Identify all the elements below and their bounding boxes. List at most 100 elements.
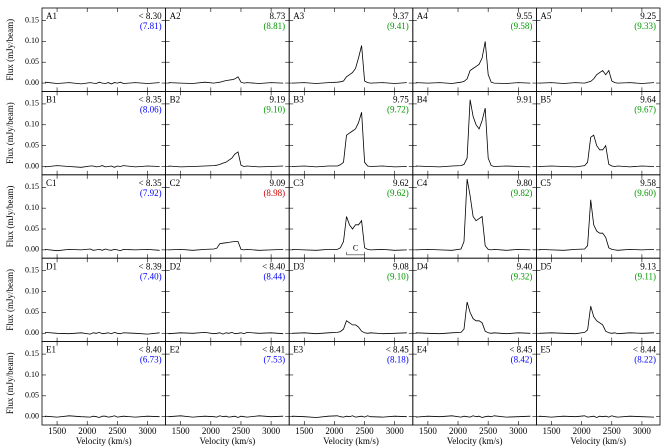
spectrum-line [168, 241, 284, 251]
y-tick-label: 0.00 [25, 411, 39, 420]
spectrum-line [168, 415, 284, 418]
panel-title: E4 [417, 345, 427, 355]
x-tick-label: 2500 [603, 426, 622, 436]
panel-title: B4 [417, 94, 428, 104]
y-tick-label: 0.15 [25, 99, 39, 108]
y-tick-label: 0.15 [25, 349, 39, 358]
panel-value: < 8.30 [139, 11, 163, 21]
panel-subvalue: (8.18) [387, 355, 409, 365]
panel-value: 9.75 [393, 94, 409, 104]
panel-value: 9.37 [393, 11, 409, 21]
spectrum-line [415, 178, 531, 251]
spectrum-line [539, 415, 655, 418]
y-axis-label: Flux (mJy/beam) [5, 352, 15, 414]
panel-title: D3 [293, 261, 304, 271]
panel-title: E2 [170, 345, 180, 355]
panel-subvalue: (9.33) [634, 21, 656, 31]
panel-title: C2 [170, 178, 181, 188]
y-tick-label: 0.00 [25, 328, 39, 337]
spectrum-line [292, 320, 407, 335]
panel-value: < 8.45 [386, 345, 410, 355]
x-axis-label: Velocity (km/s) [570, 436, 626, 446]
panel-subvalue: (9.72) [387, 104, 409, 114]
panel-subvalue: (9.67) [634, 104, 656, 114]
y-tick-label: 0.00 [25, 78, 39, 87]
spectrum-line [415, 415, 531, 418]
x-tick-label: 3000 [633, 426, 652, 436]
panel-value: < 8.45 [509, 345, 533, 355]
panel-subvalue: (7.53) [263, 355, 285, 365]
panel-subvalue: (8.42) [511, 355, 533, 365]
spectrum-line [539, 69, 655, 84]
panel-title: E3 [293, 345, 303, 355]
y-tick-label: 0.05 [25, 140, 39, 149]
panel-subvalue: (8.98) [263, 188, 285, 198]
spectrum-line [415, 301, 531, 335]
x-tick-label: 1500 [542, 426, 561, 436]
panel-title: D1 [46, 261, 57, 271]
panel-subvalue: (7.40) [140, 271, 162, 281]
panel-title: C5 [540, 178, 551, 188]
panel-title: B2 [170, 94, 181, 104]
panel-subvalue: (9.82) [511, 188, 533, 198]
panel-subvalue: (9.10) [387, 271, 409, 281]
x-tick-label: 3000 [262, 426, 281, 436]
panel-value: < 8.40 [262, 261, 286, 271]
spectrum-line [168, 76, 284, 84]
x-tick-label: 1500 [295, 426, 314, 436]
panel-value: 9.64 [640, 94, 656, 104]
panel-title: E1 [46, 345, 56, 355]
y-axis-label: Flux (mJy/beam) [5, 186, 15, 248]
spectrum-line [539, 134, 655, 168]
y-tick-label: 0.15 [25, 15, 39, 24]
panel-subvalue: (9.62) [387, 188, 409, 198]
panel-value: 9.13 [640, 261, 656, 271]
spectrum-line [539, 306, 655, 335]
x-tick-label: 1500 [419, 426, 438, 436]
x-tick-label: 2000 [78, 426, 97, 436]
panel-title: A4 [417, 11, 428, 21]
panel-value: 8.73 [269, 11, 285, 21]
spectrum-line [168, 151, 284, 168]
x-tick-label: 2000 [449, 426, 468, 436]
spectrum-line [292, 45, 407, 84]
panel-title: B1 [46, 94, 57, 104]
y-axis-label: Flux (mJy/beam) [5, 269, 15, 331]
x-tick-label: 2500 [356, 426, 375, 436]
spectrum-line [539, 199, 655, 251]
x-tick-label: 2500 [479, 426, 498, 436]
panel-subvalue: (9.41) [387, 21, 409, 31]
panel-title: A5 [540, 11, 551, 21]
panel-subvalue: (9.58) [511, 21, 533, 31]
panel-value: 9.40 [517, 261, 533, 271]
spectrum-line [415, 99, 531, 168]
panel-subvalue: (8.06) [140, 104, 162, 114]
y-tick-label: 0.05 [25, 307, 39, 316]
x-axis-label: Velocity (km/s) [76, 436, 132, 446]
panel-title: A1 [46, 11, 57, 21]
panel-title: D4 [417, 261, 428, 271]
panel-value: 9.09 [269, 178, 285, 188]
y-axis-label: Flux (mJy/beam) [5, 19, 15, 81]
spectrum-line [292, 216, 407, 251]
x-tick-label: 2500 [108, 426, 127, 436]
panel-subvalue: (9.32) [511, 271, 533, 281]
panel-subvalue: (8.22) [634, 355, 656, 365]
y-tick-label: 0.00 [25, 245, 39, 254]
spectrum-line [44, 81, 160, 85]
panel-value: 9.55 [517, 11, 533, 21]
panel-value: 9.25 [640, 11, 656, 21]
y-tick-label: 0.10 [25, 286, 39, 295]
panel-subvalue: (6.73) [140, 355, 162, 365]
spectrum-line [168, 331, 284, 335]
panel-value: < 8.35 [139, 94, 163, 104]
panel-frame [536, 341, 661, 426]
x-tick-label: 2000 [573, 426, 592, 436]
panel-title: A2 [170, 11, 181, 21]
y-tick-label: 0.15 [25, 266, 39, 275]
panel-subvalue: (8.44) [263, 271, 285, 281]
panel-title: C1 [46, 178, 57, 188]
spectrum-line [415, 41, 531, 84]
y-tick-label: 0.10 [25, 203, 39, 212]
